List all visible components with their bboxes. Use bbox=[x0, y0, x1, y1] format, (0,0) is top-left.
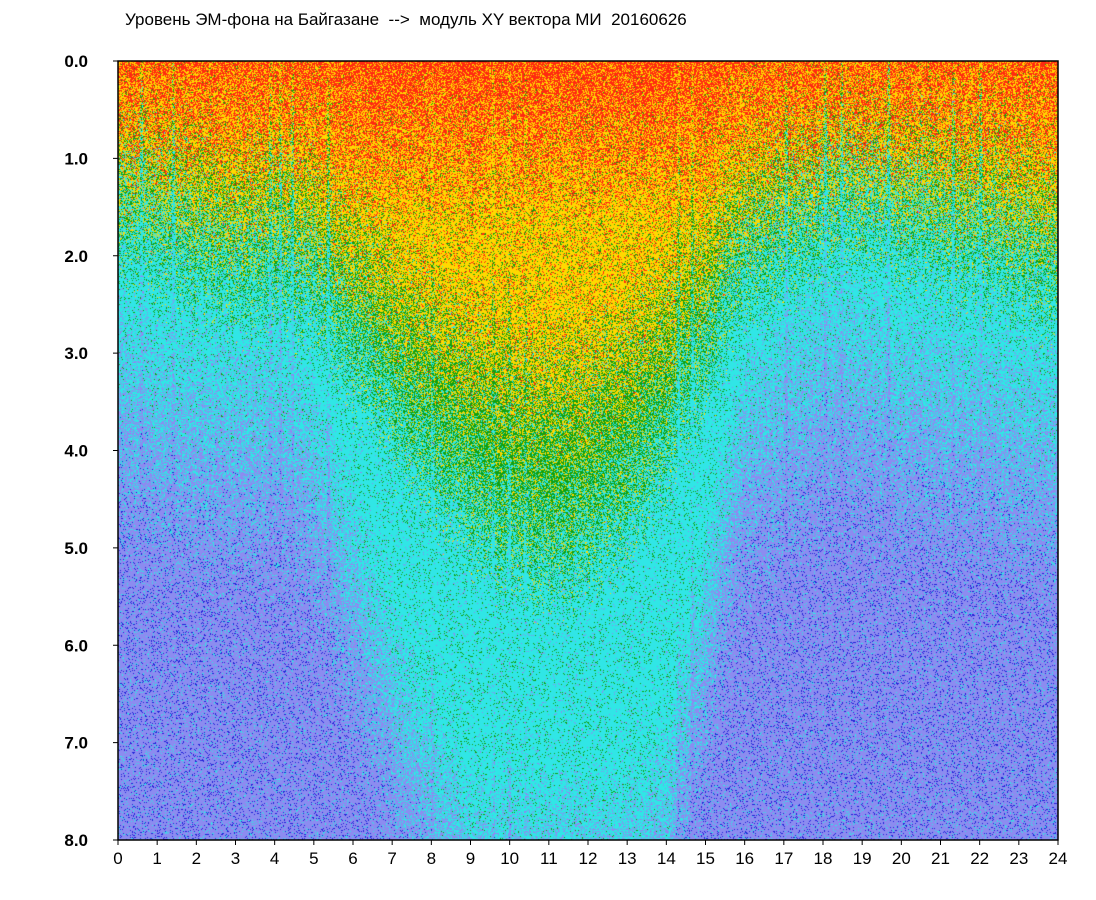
y-tick-label: 2.0 bbox=[64, 247, 88, 266]
heatmap-area bbox=[118, 61, 1058, 840]
x-tick-label: 0 bbox=[113, 849, 122, 868]
y-tick-label: 1.0 bbox=[64, 149, 88, 168]
y-tick-label: 6.0 bbox=[64, 636, 88, 655]
chart-title: Уровень ЭМ-фона на Байгазане --> модуль … bbox=[125, 10, 687, 29]
y-tick-label: 0.0 bbox=[64, 52, 88, 71]
x-tick-label: 22 bbox=[970, 849, 989, 868]
x-tick-label: 10 bbox=[500, 849, 519, 868]
y-tick-label: 3.0 bbox=[64, 344, 88, 363]
x-tick-label: 5 bbox=[309, 849, 318, 868]
x-tick-label: 18 bbox=[814, 849, 833, 868]
x-tick-label: 19 bbox=[853, 849, 872, 868]
x-tick-label: 21 bbox=[931, 849, 950, 868]
x-tick-label: 12 bbox=[579, 849, 598, 868]
x-tick-label: 14 bbox=[657, 849, 676, 868]
y-tick-label: 8.0 bbox=[64, 831, 88, 850]
x-tick-label: 7 bbox=[387, 849, 396, 868]
x-tick-label: 17 bbox=[774, 849, 793, 868]
x-tick-label: 24 bbox=[1049, 849, 1068, 868]
y-tick-label: 7.0 bbox=[64, 734, 88, 753]
x-tick-label: 9 bbox=[466, 849, 475, 868]
x-tick-label: 4 bbox=[270, 849, 279, 868]
x-tick-label: 3 bbox=[231, 849, 240, 868]
heatmap-image bbox=[118, 61, 1058, 840]
x-tick-label: 16 bbox=[735, 849, 754, 868]
x-tick-label: 2 bbox=[192, 849, 201, 868]
x-axis: 0 1 2 3 4 5 6 7 8 9 10 11 12 13 14 15 16 17 18 19 20 21 22 23 24 bbox=[113, 840, 1067, 868]
x-tick-label: 8 bbox=[427, 849, 436, 868]
y-tick-label: 5.0 bbox=[64, 539, 88, 558]
y-tick-label: 4.0 bbox=[64, 442, 88, 461]
x-tick-label: 20 bbox=[892, 849, 911, 868]
x-tick-label: 13 bbox=[618, 849, 637, 868]
y-axis: 0.0 1.0 2.0 3.0 4.0 5.0 6.0 7.0 8.0 bbox=[64, 52, 118, 850]
x-tick-label: 15 bbox=[696, 849, 715, 868]
x-tick-label: 1 bbox=[152, 849, 161, 868]
x-tick-label: 6 bbox=[348, 849, 357, 868]
x-tick-label: 23 bbox=[1009, 849, 1028, 868]
x-tick-label: 11 bbox=[540, 849, 558, 868]
